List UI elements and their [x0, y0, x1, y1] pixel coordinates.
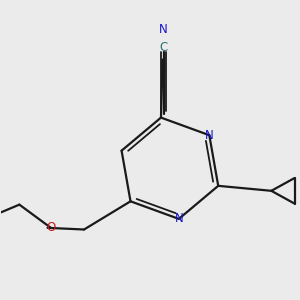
Text: O: O	[46, 221, 56, 234]
Text: N: N	[175, 212, 183, 225]
Text: C: C	[160, 41, 168, 54]
Text: N: N	[205, 129, 214, 142]
Text: N: N	[159, 23, 168, 36]
